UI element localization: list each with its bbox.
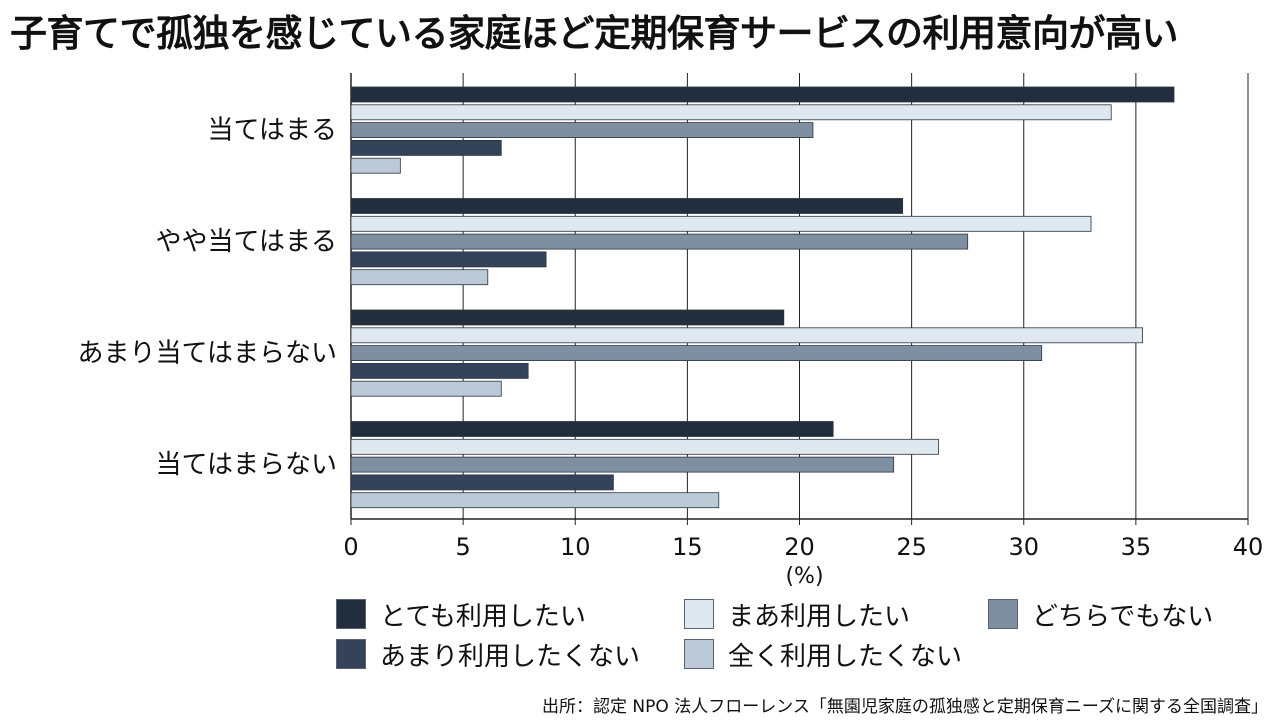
bar-1-5 — [350, 157, 401, 174]
x-tick-label-10: 10 — [560, 533, 591, 561]
bar-2-2 — [350, 215, 1092, 232]
legend-item-somewhat-willing: まあ利用したい — [684, 596, 910, 632]
bar-2-1 — [350, 198, 904, 214]
x-tick-label-15: 15 — [672, 533, 703, 561]
legend-label-neutral: どちらでもない — [1032, 601, 1214, 632]
bar-1-2 — [350, 104, 1112, 121]
bar-4-5 — [350, 492, 720, 509]
legend-swatch-very-willing — [336, 599, 366, 629]
bar-1-3 — [350, 122, 814, 138]
bar-1-4 — [350, 139, 502, 156]
legend-item-not-at-all-willing: 全く利用したくない — [684, 636, 962, 672]
legend-label-very-willing: とても利用したい — [380, 601, 586, 632]
category-label-1: 当てはまる — [208, 116, 337, 146]
bar-3-3 — [350, 345, 1043, 362]
bar-2-3 — [350, 233, 969, 250]
bar-4-3 — [350, 456, 895, 473]
bar-2-5 — [350, 269, 489, 286]
category-label-4: 当てはまらない — [156, 450, 337, 480]
legend-item-neutral: どちらでもない — [988, 596, 1213, 632]
x-tick-label-0: 0 — [343, 533, 358, 561]
chart-title: 子育てで孤独を感じている家庭ほど定期保育サービスの利用意向が高い — [10, 12, 1179, 55]
source-note: 出所：認定 NPO 法人フローレンス「無園児家庭の孤独感と定期保育ニーズに関する… — [542, 697, 1268, 717]
bar-4-4 — [350, 474, 614, 491]
legend-label-rather-unwilling: あまり利用したくない — [380, 641, 641, 672]
x-tick-label-20: 20 — [784, 533, 815, 561]
legend: とても利用したい まあ利用したい どちらでもない あまり利用したくない 全く利用… — [336, 596, 1266, 676]
x-tick-label-35: 35 — [1121, 533, 1152, 561]
x-tick-label-30: 30 — [1008, 533, 1039, 561]
bar-3-4 — [350, 362, 529, 379]
bar-4-1 — [350, 421, 834, 437]
legend-label-not-at-all-willing: 全く利用したくない — [728, 641, 963, 672]
legend-swatch-neutral — [988, 599, 1018, 629]
legend-swatch-not-at-all-willing — [684, 639, 714, 669]
x-tick-label-25: 25 — [896, 533, 927, 561]
x-tick-label-40: 40 — [1233, 533, 1264, 561]
bar-3-2 — [350, 327, 1144, 344]
legend-item-rather-unwilling: あまり利用したくない — [336, 636, 640, 672]
legend-item-very-willing: とても利用したい — [336, 596, 586, 632]
bar-2-4 — [350, 251, 547, 268]
legend-swatch-rather-unwilling — [336, 639, 366, 669]
category-label-2: やや当てはまる — [156, 227, 337, 257]
x-axis-label: (%) — [785, 564, 823, 589]
bar-4-2 — [350, 438, 939, 455]
category-label-3: あまり当てはまらない — [78, 339, 337, 369]
x-tick-label-5: 5 — [455, 533, 470, 561]
legend-swatch-somewhat-willing — [684, 599, 714, 629]
legend-label-somewhat-willing: まあ利用したい — [728, 601, 911, 632]
bar-3-1 — [350, 309, 785, 326]
bar-3-5 — [350, 380, 502, 397]
bar-1-1 — [350, 86, 1175, 103]
